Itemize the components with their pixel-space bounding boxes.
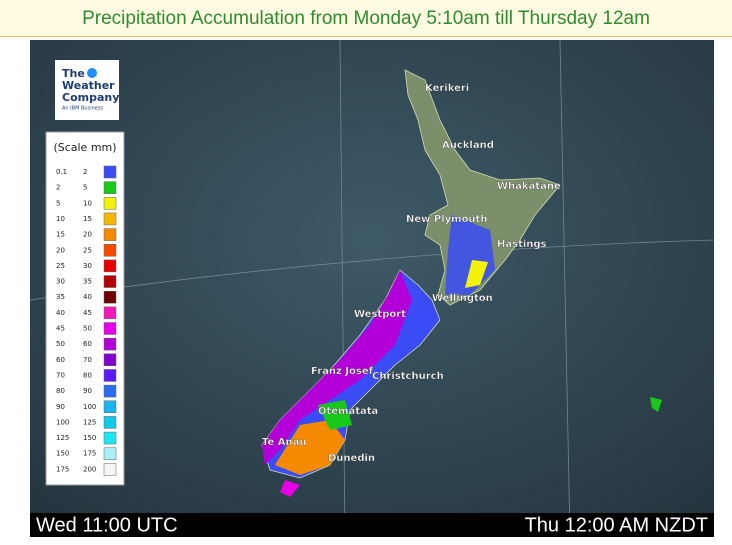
legend-swatch <box>103 431 117 445</box>
footer-bar <box>30 513 714 537</box>
legend-high: 100 <box>83 403 96 411</box>
legend-high: 5 <box>83 184 87 192</box>
logo-box <box>55 60 119 120</box>
legend-high: 40 <box>83 293 92 301</box>
map-background <box>30 40 714 537</box>
legend-low: 100 <box>56 418 69 426</box>
legend-low: 60 <box>56 356 65 364</box>
legend-high: 150 <box>83 434 96 442</box>
place-label: Westport <box>354 309 406 320</box>
legend-high: 2 <box>83 168 87 176</box>
legend-low: 5 <box>56 199 60 207</box>
graticule <box>559 39 571 538</box>
logo-text: Weather <box>62 79 115 92</box>
legend-high: 15 <box>83 215 92 223</box>
legend-high: 80 <box>83 371 92 379</box>
legend-low: 15 <box>56 231 65 239</box>
legend-swatch <box>103 228 117 241</box>
legend-swatch <box>103 463 117 476</box>
legend-low: 80 <box>56 387 65 395</box>
legend-swatch <box>103 416 117 429</box>
legend-low: 50 <box>56 340 65 348</box>
legend-low: 20 <box>56 246 65 254</box>
legend-low: 45 <box>56 325 65 333</box>
legend-swatch <box>103 259 117 273</box>
place-label: Otematata <box>318 406 378 417</box>
legend-low: 2 <box>56 184 60 192</box>
legend-swatch <box>103 197 117 210</box>
legend-low: 0.1 <box>56 168 67 176</box>
graticule <box>29 239 715 301</box>
place-label: New Plymouth <box>406 214 487 225</box>
legend-high: 50 <box>83 325 92 333</box>
legend-high: 60 <box>83 340 92 348</box>
legend-high: 30 <box>83 262 92 270</box>
legend-swatch <box>103 322 117 335</box>
legend-high: 70 <box>83 356 92 364</box>
title: Precipitation Accumulation from Monday 5… <box>82 8 650 29</box>
rain-area <box>465 260 488 288</box>
footer-time: Thu 12:00 AM NZDT <box>525 514 708 536</box>
legend-swatch <box>103 244 117 257</box>
legend-swatch <box>103 400 117 413</box>
title-bar <box>0 0 732 36</box>
legend-high: 175 <box>83 450 96 458</box>
legend-swatch <box>103 447 117 460</box>
place-label: Christchurch <box>372 371 444 382</box>
legend-swatch <box>103 181 117 194</box>
legend-low: 10 <box>56 215 65 223</box>
place-label: Hastings <box>497 239 547 250</box>
logo-text: The <box>62 67 85 80</box>
rain-area <box>318 400 352 430</box>
place-label: Auckland <box>442 140 494 151</box>
legend-swatch <box>103 369 117 382</box>
legend-swatch <box>103 212 117 226</box>
legend-swatch <box>103 384 117 398</box>
legend-low: 30 <box>56 278 65 286</box>
rain-area <box>275 420 345 475</box>
graticule <box>339 39 346 538</box>
legend-low: 25 <box>56 262 65 270</box>
legend-title: (Scale mm) <box>53 141 116 154</box>
legend-low: 175 <box>56 465 69 473</box>
legend-low: 35 <box>56 293 65 301</box>
legend-high: 200 <box>83 465 96 473</box>
legend-low: 90 <box>56 403 65 411</box>
place-label: Franz Josef <box>311 366 374 377</box>
place-label: Kerikeri <box>425 83 469 94</box>
legend-swatch <box>103 275 117 288</box>
footer-time: Wed 11:00 UTC <box>36 514 178 536</box>
legend-low: 40 <box>56 309 65 317</box>
legend-swatch <box>103 337 117 351</box>
legend-swatch <box>103 290 117 304</box>
logo-text: An IBM Business <box>62 106 103 112</box>
legend-high: 90 <box>83 387 92 395</box>
legend-high: 25 <box>83 246 92 254</box>
logo-drop <box>87 68 97 78</box>
legend-low: 150 <box>56 450 69 458</box>
legend-high: 125 <box>83 418 96 426</box>
legend-low: 70 <box>56 371 65 379</box>
place-label: Whakatane <box>497 181 561 192</box>
place-label: Te Anau <box>262 437 306 448</box>
legend-swatch <box>103 165 117 179</box>
legend-low: 125 <box>56 434 69 442</box>
legend-high: 35 <box>83 278 92 286</box>
legend-high: 10 <box>83 199 92 207</box>
legend-swatch <box>103 353 117 367</box>
stewart-island <box>280 480 300 497</box>
chatham-islands <box>650 397 662 412</box>
place-label: Wellington <box>432 293 493 304</box>
legend-high: 20 <box>83 231 92 239</box>
logo-text: Company <box>62 91 119 104</box>
place-label: Dunedin <box>328 453 375 464</box>
north-island <box>404 69 561 306</box>
legend-high: 45 <box>83 309 92 317</box>
legend-swatch <box>103 306 117 320</box>
rain-area <box>262 270 412 465</box>
